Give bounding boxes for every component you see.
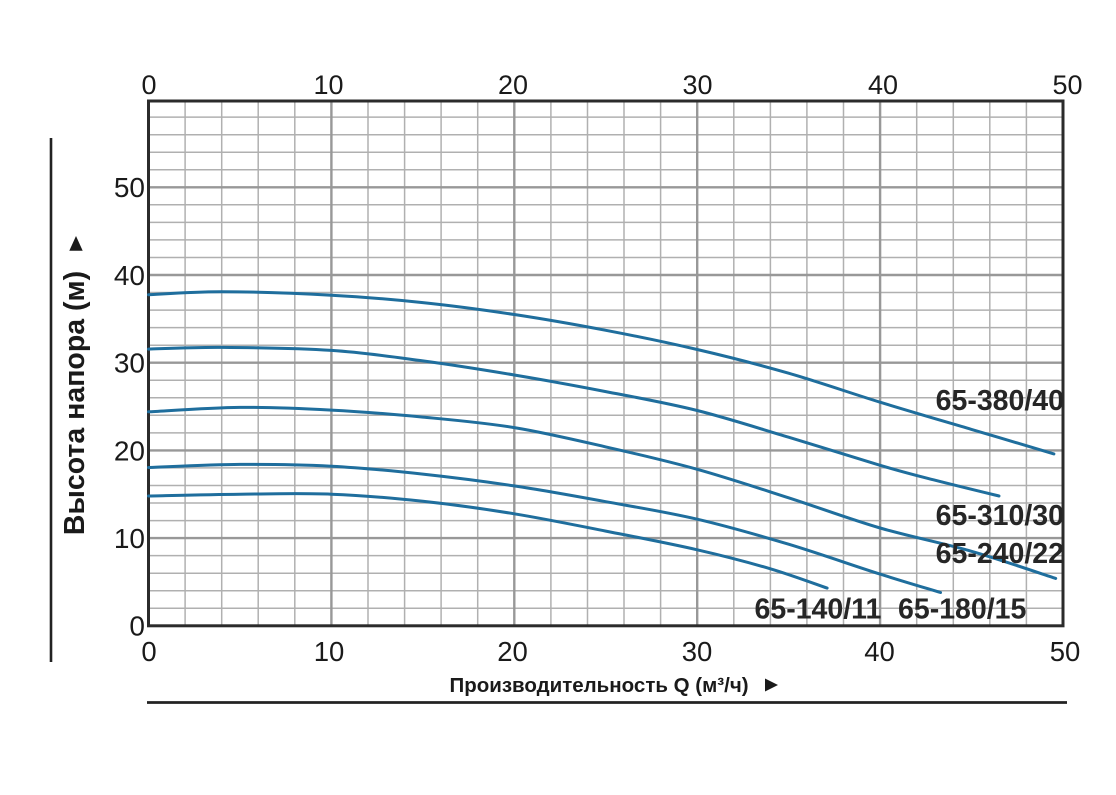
svg-text:40: 40	[114, 260, 145, 291]
svg-text:30: 30	[114, 348, 145, 379]
svg-text:10: 10	[314, 636, 345, 667]
svg-text:20: 20	[497, 636, 528, 667]
svg-text:50: 50	[1050, 636, 1081, 667]
svg-text:0: 0	[141, 636, 156, 667]
svg-text:30: 30	[682, 636, 713, 667]
svg-text:40: 40	[864, 636, 895, 667]
svg-text:Производительность Q (м³/ч): Производительность Q (м³/ч)	[449, 674, 748, 697]
svg-text:65-310/30: 65-310/30	[936, 500, 1064, 532]
svg-text:50: 50	[1052, 70, 1082, 100]
svg-text:20: 20	[498, 70, 528, 100]
svg-text:Высота напора (м): Высота напора (м)	[59, 271, 91, 535]
svg-text:10: 10	[313, 70, 343, 100]
svg-text:30: 30	[682, 70, 712, 100]
svg-text:65-140/11: 65-140/11	[755, 594, 882, 626]
svg-text:50: 50	[114, 172, 145, 203]
svg-text:40: 40	[868, 70, 898, 100]
svg-text:65-240/22: 65-240/22	[936, 538, 1064, 570]
svg-text:65-180/15: 65-180/15	[898, 594, 1027, 626]
svg-text:20: 20	[114, 435, 145, 466]
svg-text:65-380/40: 65-380/40	[936, 385, 1064, 417]
svg-text:10: 10	[114, 523, 145, 554]
svg-text:0: 0	[141, 70, 156, 100]
svg-text:0: 0	[129, 611, 145, 642]
